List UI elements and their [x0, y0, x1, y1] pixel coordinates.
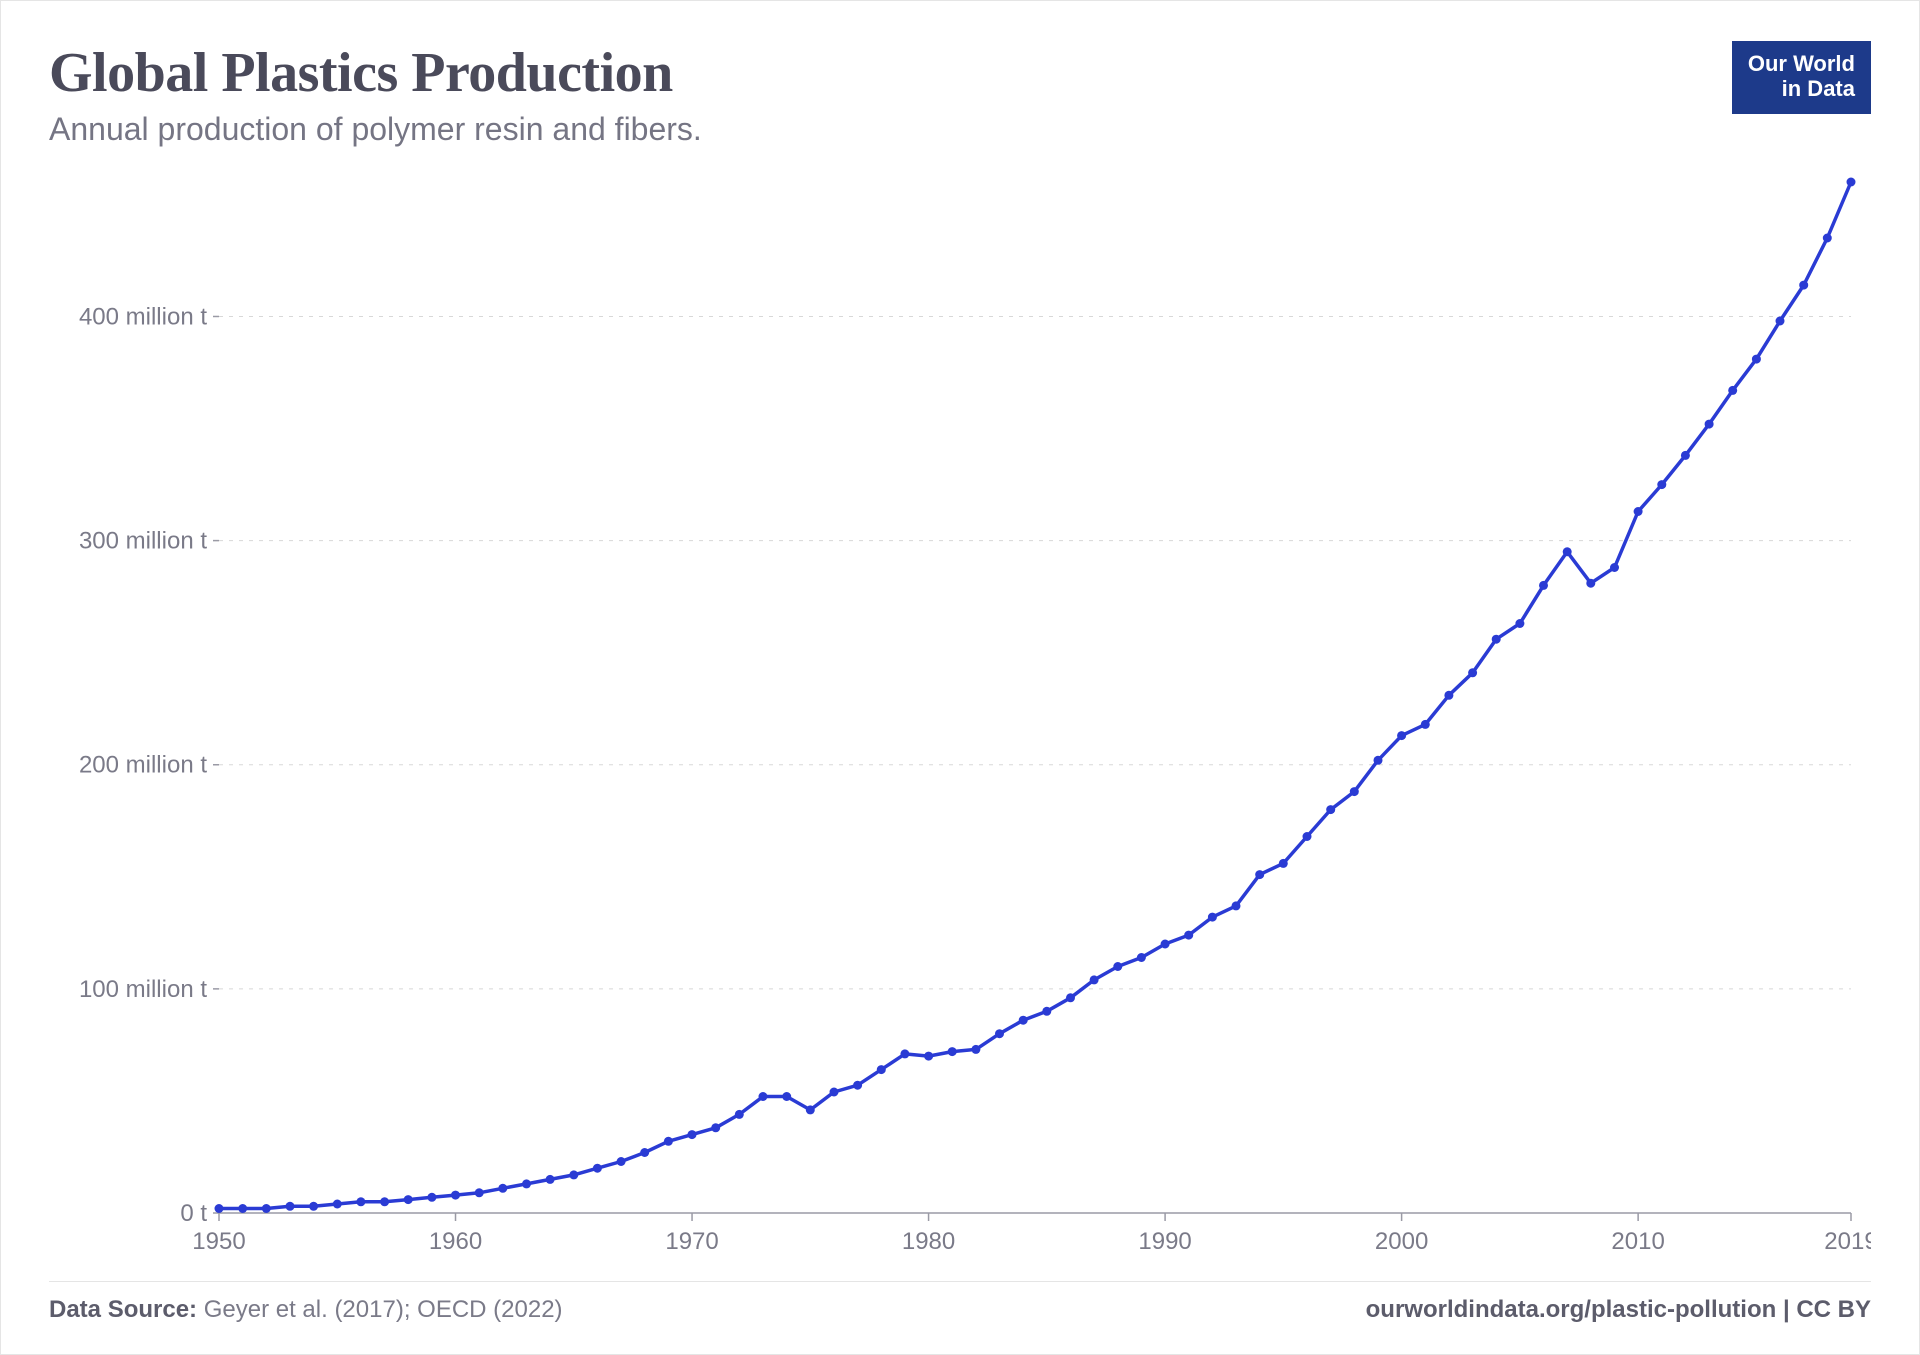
data-point	[1350, 787, 1359, 796]
attribution-text: ourworldindata.org/plastic-pollution | C…	[1366, 1296, 1871, 1324]
data-point	[1019, 1016, 1028, 1025]
data-point	[1090, 975, 1099, 984]
data-point	[1705, 420, 1714, 429]
chart-footer: Data Source: Geyer et al. (2017); OECD (…	[49, 1281, 1871, 1324]
chart-title: Global Plastics Production	[49, 41, 1871, 105]
x-tick-label: 2010	[1611, 1228, 1664, 1255]
data-point	[1799, 281, 1808, 290]
data-point	[238, 1204, 247, 1213]
data-point	[1326, 805, 1335, 814]
chart-plot-area: 0 t 100 million t 200 million t 300 million…	[49, 172, 1871, 1263]
data-point	[1421, 720, 1430, 729]
data-point	[1586, 579, 1595, 588]
data-point	[1563, 547, 1572, 556]
data-point	[640, 1148, 649, 1157]
data-point	[262, 1204, 271, 1213]
data-source: Data Source: Geyer et al. (2017); OECD (…	[49, 1296, 563, 1324]
data-point	[1634, 507, 1643, 516]
data-point	[735, 1110, 744, 1119]
x-tick-label: 2000	[1375, 1228, 1428, 1255]
data-point	[1113, 962, 1122, 971]
data-point	[1303, 832, 1312, 841]
data-point	[1610, 563, 1619, 572]
y-tick-label: 0 t	[180, 1200, 207, 1227]
x-tick-label: 1970	[665, 1228, 718, 1255]
data-point	[1184, 931, 1193, 940]
data-point	[498, 1184, 507, 1193]
data-point	[215, 1204, 224, 1213]
data-point	[711, 1123, 720, 1132]
data-point	[1728, 386, 1737, 395]
data-point	[948, 1047, 957, 1056]
data-point	[1823, 234, 1832, 243]
data-point	[451, 1191, 460, 1200]
data-point	[830, 1088, 839, 1097]
data-point	[759, 1092, 768, 1101]
data-point	[333, 1200, 342, 1209]
data-point	[782, 1092, 791, 1101]
data-point	[924, 1052, 933, 1061]
data-point	[806, 1105, 815, 1114]
data-point	[1468, 668, 1477, 677]
data-point	[427, 1193, 436, 1202]
data-point	[546, 1175, 555, 1184]
data-point	[853, 1081, 862, 1090]
data-point	[569, 1170, 578, 1179]
data-point	[1161, 940, 1170, 949]
series-line	[219, 182, 1851, 1209]
data-point	[1279, 859, 1288, 868]
data-point	[404, 1195, 413, 1204]
data-point	[1374, 756, 1383, 765]
source-label: Data Source:	[49, 1296, 197, 1323]
data-point	[1847, 178, 1856, 187]
data-point	[593, 1164, 602, 1173]
data-point	[900, 1049, 909, 1058]
data-point	[617, 1157, 626, 1166]
data-point	[286, 1202, 295, 1211]
data-point	[995, 1029, 1004, 1038]
x-tick-label: 1980	[902, 1228, 955, 1255]
chart-container: Global Plastics Production Annual produc…	[0, 0, 1920, 1355]
data-point	[1681, 451, 1690, 460]
data-point	[1444, 691, 1453, 700]
data-point	[1137, 953, 1146, 962]
x-tick-label: 2019	[1824, 1228, 1871, 1255]
data-point	[971, 1045, 980, 1054]
source-text: Geyer et al. (2017); OECD (2022)	[197, 1296, 562, 1323]
y-tick-label: 200 million t	[79, 752, 207, 779]
data-point	[356, 1197, 365, 1206]
data-point	[1657, 480, 1666, 489]
data-point	[475, 1188, 484, 1197]
line-chart-svg: 0 t 100 million t 200 million t 300 million…	[49, 172, 1871, 1263]
data-point	[309, 1202, 318, 1211]
data-point	[1208, 913, 1217, 922]
badge-line2: in Data	[1782, 76, 1855, 101]
owid-badge: Our World in Data	[1732, 41, 1871, 114]
data-point	[1255, 870, 1264, 879]
data-point	[1042, 1007, 1051, 1016]
x-tick-label: 1990	[1138, 1228, 1191, 1255]
data-point	[1232, 901, 1241, 910]
data-point	[380, 1197, 389, 1206]
y-tick-label: 100 million t	[79, 976, 207, 1003]
chart-header: Global Plastics Production Annual produc…	[49, 41, 1871, 148]
data-point	[664, 1137, 673, 1146]
data-point	[1776, 317, 1785, 326]
data-point	[1752, 355, 1761, 364]
x-tick-label: 1960	[429, 1228, 482, 1255]
data-point	[1492, 635, 1501, 644]
data-point	[522, 1179, 531, 1188]
data-point	[1066, 993, 1075, 1002]
data-point	[1539, 581, 1548, 590]
x-tick-label: 1950	[192, 1228, 245, 1255]
data-point	[688, 1130, 697, 1139]
data-point	[1397, 731, 1406, 740]
data-point	[1515, 619, 1524, 628]
data-point	[877, 1065, 886, 1074]
y-tick-label: 400 million t	[79, 303, 207, 330]
badge-line1: Our World	[1748, 51, 1855, 76]
y-tick-label: 300 million t	[79, 528, 207, 555]
chart-subtitle: Annual production of polymer resin and f…	[49, 111, 1871, 148]
